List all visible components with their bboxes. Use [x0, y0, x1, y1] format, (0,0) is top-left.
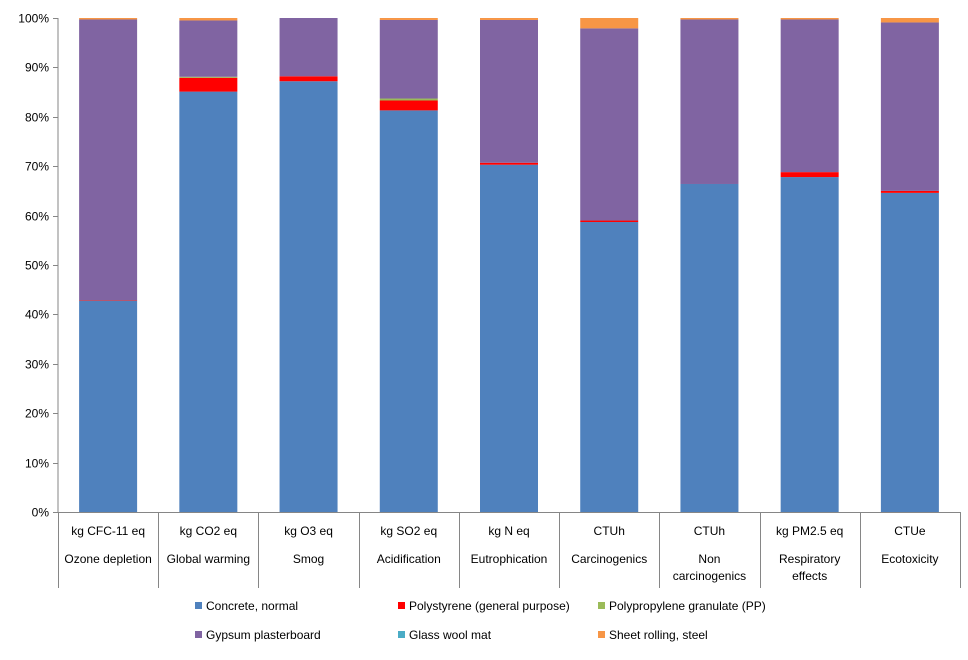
bar-segment	[580, 18, 639, 29]
y-tick-label: 20%	[25, 407, 49, 421]
bar-segment	[780, 18, 839, 20]
bar-segment	[179, 18, 238, 21]
plot-area	[79, 18, 939, 513]
bar-segment	[680, 19, 739, 184]
y-axis: 0% 10% 20% 30% 40% 50% 60% 70% 80% 90% 100%	[18, 12, 59, 520]
bar-segment	[780, 19, 839, 173]
bar-segment	[880, 22, 939, 191]
y-tick-label: 10%	[25, 457, 49, 471]
category-unit-label: kg CO2 eq	[180, 524, 237, 538]
category-unit-label: CTUh	[694, 524, 725, 538]
category-name-label: Global warming	[167, 552, 250, 566]
legend-swatch	[598, 602, 605, 609]
bar-segment	[480, 18, 538, 20]
bar-segment	[580, 28, 639, 221]
category-name-label: Non carcinogenics	[673, 552, 746, 583]
bar-segment	[480, 164, 538, 512]
legend: Concrete, normal Polystyrene (general pur…	[195, 599, 766, 642]
bar-segment	[379, 19, 438, 99]
bar-segment	[379, 18, 438, 20]
x-axis-table: kg CFC-11 eq Ozone depletion kg CO2 eq Glob…	[58, 512, 961, 588]
legend-swatch	[398, 631, 405, 638]
bar-segment	[279, 81, 338, 513]
category-unit-label: kg N eq	[488, 524, 529, 538]
bar-segment	[79, 18, 138, 20]
legend-label: Gypsum plasterboard	[206, 628, 321, 642]
bar-segment	[580, 222, 639, 512]
legend-label: Concrete, normal	[206, 599, 298, 613]
bar-segment	[480, 19, 538, 163]
category-name-label: Eutrophication	[471, 552, 548, 566]
legend-swatch	[598, 631, 605, 638]
y-tick-label: 60%	[25, 210, 49, 224]
bar-segment	[680, 18, 739, 20]
category-unit-label: kg PM2.5 eq	[776, 524, 843, 538]
category-unit-label: CTUh	[594, 524, 625, 538]
category-name-label: Carcinogenics	[571, 552, 647, 566]
y-tick-label: 70%	[25, 160, 49, 174]
bar-segment	[580, 220, 639, 223]
bar-segment	[179, 20, 238, 77]
bar-segment	[79, 300, 138, 512]
bar-segment	[179, 91, 238, 512]
category-unit-label: kg CFC-11 eq	[71, 524, 145, 538]
y-tick-label: 80%	[25, 111, 49, 125]
bar-segment	[780, 172, 839, 178]
bar-segment	[480, 162, 538, 165]
category-unit-label: CTUe	[894, 524, 926, 538]
bar-segment	[379, 110, 438, 513]
category-name-label: Ozone depletion	[64, 552, 151, 566]
bar-segment	[179, 77, 238, 92]
y-tick-label: 100%	[18, 12, 49, 26]
bar-segment	[379, 100, 438, 111]
category-unit-label: kg O3 eq	[284, 524, 333, 538]
bar-segment	[780, 177, 839, 512]
bar-segment	[179, 76, 238, 78]
category-name-label: Ecotoxicity	[881, 552, 938, 566]
y-tick-label: 30%	[25, 358, 49, 372]
bar-segment	[880, 190, 939, 193]
legend-label: Polystyrene (general purpose)	[409, 599, 570, 613]
legend-label: Glass wool mat	[409, 628, 492, 642]
legend-swatch	[195, 602, 202, 609]
category-name-label: Respiratory effects	[779, 552, 840, 583]
legend-label: Polypropylene granulate (PP)	[609, 599, 766, 613]
bar-segment	[880, 192, 939, 512]
category-name-label: Acidification	[377, 552, 441, 566]
bar-segment	[379, 98, 438, 101]
y-tick-label: 90%	[25, 61, 49, 75]
legend-swatch	[398, 602, 405, 609]
bar-segment	[279, 18, 338, 77]
bar-segment	[680, 183, 739, 512]
category-name-label: Smog	[293, 552, 324, 566]
category-unit-label: kg SO2 eq	[380, 524, 437, 538]
bar-segment	[79, 19, 138, 301]
legend-swatch	[195, 631, 202, 638]
y-tick-label: 0%	[32, 506, 50, 520]
legend-label: Sheet rolling, steel	[609, 628, 708, 642]
bar-segment	[279, 76, 338, 82]
bar-segment	[880, 18, 939, 23]
y-tick-label: 40%	[25, 308, 49, 322]
y-tick-label: 50%	[25, 259, 49, 273]
